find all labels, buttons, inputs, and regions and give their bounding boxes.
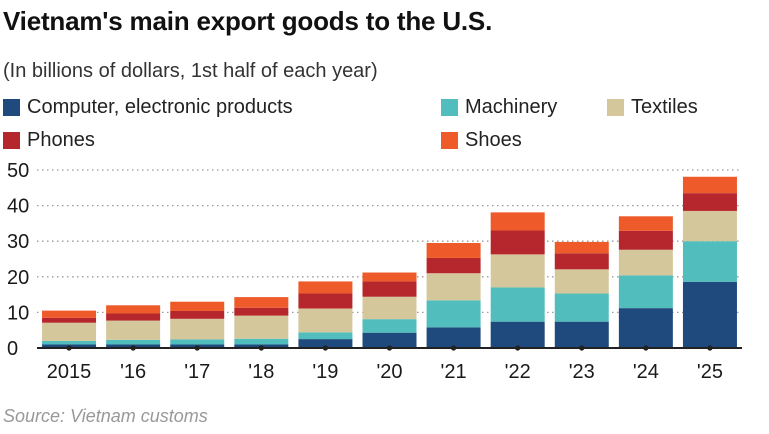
bar-machinery-8	[554, 293, 609, 322]
legend-swatch-shoes	[441, 132, 458, 149]
bar-textiles-3	[234, 315, 289, 339]
x-tick-mark-0	[66, 345, 72, 351]
bar-phones-3	[234, 307, 289, 316]
x-tick-mark-5	[386, 345, 393, 351]
bar-textiles-7	[490, 254, 545, 288]
bar-machinery-1	[106, 339, 161, 345]
bar-computer-10	[682, 281, 737, 348]
bar-machinery-0	[42, 340, 97, 345]
legend-label-shoes: Shoes	[465, 129, 522, 151]
x-tick-label-9: '24	[633, 361, 659, 383]
legend-item-phones: Phones	[3, 129, 95, 152]
legend-item-shoes: Shoes	[441, 129, 522, 152]
bar-shoes-7	[490, 212, 545, 231]
y-tick-label-0: 0	[7, 338, 18, 360]
chart-subtitle: (In billions of dollars, 1st half of eac…	[3, 60, 378, 82]
x-tick-mark-1	[130, 345, 136, 351]
y-tick-label-50: 50	[7, 160, 29, 182]
bar-shoes-0	[42, 310, 97, 318]
bar-computer-6	[426, 327, 481, 348]
bar-textiles-8	[554, 269, 609, 294]
bar-shoes-6	[426, 242, 481, 258]
legend-swatch-computer	[3, 99, 20, 116]
legend-swatch-machinery	[441, 99, 458, 116]
bar-phones-7	[490, 230, 545, 255]
bar-textiles-2	[170, 318, 225, 340]
bar-textiles-10	[682, 210, 737, 242]
legend-label-textiles: Textiles	[631, 96, 698, 118]
bar-machinery-9	[618, 275, 673, 309]
legend-swatch-textiles	[607, 99, 624, 116]
bar-computer-5	[362, 332, 417, 348]
bar-phones-1	[106, 313, 161, 321]
bar-phones-0	[42, 317, 97, 323]
bar-shoes-9	[618, 216, 673, 231]
legend-label-computer: Computer, electronic products	[27, 96, 293, 118]
x-tick-label-7: '22	[505, 361, 531, 383]
legend-swatch-phones	[3, 132, 20, 149]
x-tick-label-2: '17	[184, 361, 210, 383]
bar-textiles-4	[298, 308, 353, 333]
x-tick-mark-4	[322, 345, 329, 351]
x-tick-mark-9	[643, 345, 649, 351]
bar-shoes-1	[106, 305, 161, 314]
x-tick-label-4: '19	[312, 361, 338, 383]
bar-textiles-9	[618, 249, 673, 276]
x-tick-label-6: '21	[441, 361, 467, 383]
y-tick-label-30: 30	[7, 231, 29, 253]
bar-phones-5	[362, 281, 417, 297]
bar-machinery-5	[362, 319, 417, 333]
legend-item-machinery: Machinery	[441, 96, 557, 119]
x-tick-mark-3	[258, 345, 264, 351]
y-tick-label-20: 20	[7, 267, 29, 289]
y-tick-label-40: 40	[7, 196, 29, 218]
chart-title: Vietnam's main export goods to the U.S.	[3, 6, 493, 36]
bar-shoes-8	[554, 241, 609, 254]
x-tick-mark-2	[194, 345, 200, 351]
bar-shoes-10	[682, 176, 737, 194]
bar-phones-2	[170, 310, 225, 319]
x-tick-label-1: '16	[120, 361, 146, 383]
x-tick-label-8: '23	[569, 361, 595, 383]
x-tick-mark-6	[450, 345, 457, 351]
legend-label-machinery: Machinery	[465, 96, 558, 118]
bar-machinery-7	[490, 287, 545, 322]
x-tick-label-5: '20	[376, 361, 402, 383]
bar-shoes-2	[170, 301, 225, 311]
x-tick-label-3: '18	[248, 361, 274, 383]
bar-phones-9	[618, 230, 673, 250]
bar-machinery-10	[682, 241, 737, 282]
bar-computer-9	[618, 308, 673, 348]
bar-machinery-2	[170, 339, 225, 345]
y-tick-label-10: 10	[7, 302, 29, 324]
bar-textiles-1	[106, 320, 161, 340]
bar-shoes-3	[234, 297, 289, 308]
bar-machinery-6	[426, 300, 481, 328]
bar-phones-6	[426, 257, 481, 274]
bar-textiles-5	[362, 296, 417, 320]
bar-shoes-4	[298, 281, 353, 294]
legend-item-computer: Computer, electronic products	[3, 96, 293, 119]
bar-phones-4	[298, 293, 353, 309]
x-tick-mark-10	[707, 345, 713, 351]
bar-machinery-4	[298, 332, 353, 340]
bar-phones-10	[682, 193, 737, 211]
bar-computer-4	[298, 339, 353, 348]
bar-shoes-5	[362, 272, 417, 282]
source-note: Source: Vietnam customs	[3, 406, 208, 426]
x-tick-mark-7	[515, 345, 521, 351]
bar-phones-8	[554, 253, 609, 270]
bar-computer-7	[490, 321, 545, 348]
x-tick-label-0: 2015	[47, 361, 92, 383]
x-tick-label-10: '25	[697, 361, 723, 383]
legend-item-textiles: Textiles	[607, 96, 698, 119]
bar-machinery-3	[234, 338, 289, 345]
legend-label-phones: Phones	[27, 129, 95, 151]
x-tick-mark-8	[579, 345, 585, 351]
bar-textiles-0	[42, 322, 97, 341]
bar-computer-8	[554, 321, 609, 348]
bar-textiles-6	[426, 273, 481, 301]
